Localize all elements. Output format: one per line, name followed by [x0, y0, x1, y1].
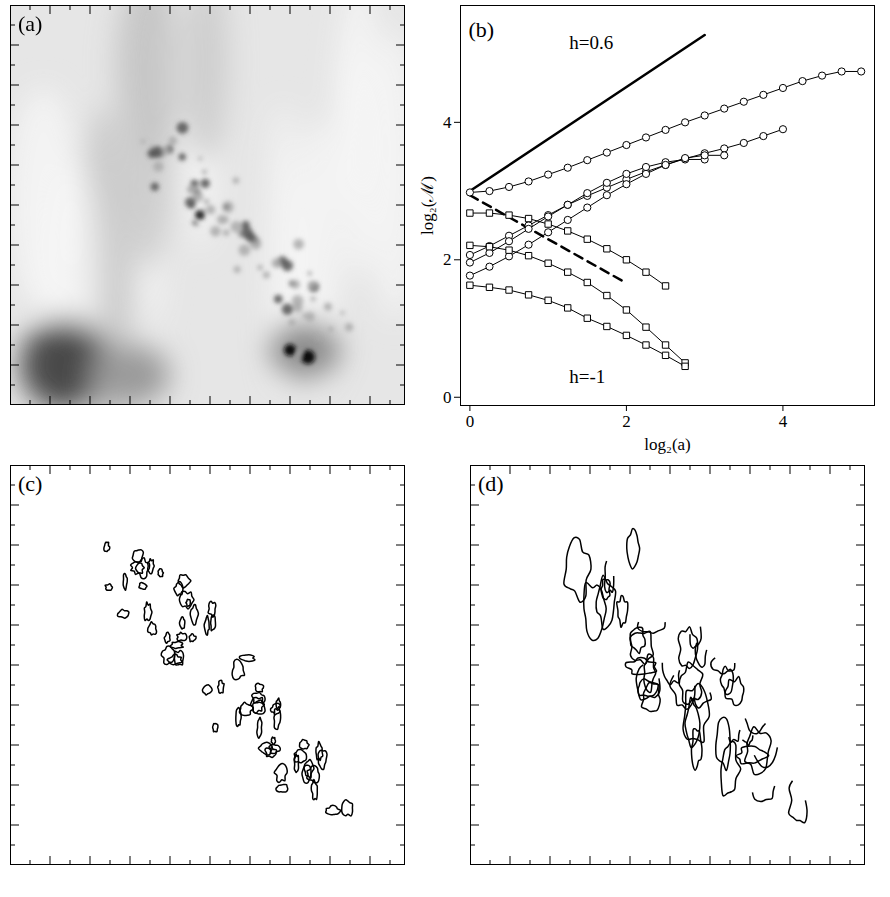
svg-text:4: 4 — [443, 113, 452, 132]
svg-text:h=0.6: h=0.6 — [569, 32, 613, 53]
svg-text:h=-1: h=-1 — [569, 366, 605, 387]
svg-text:0: 0 — [443, 388, 452, 407]
svg-text:(a): (a) — [18, 11, 42, 36]
svg-text:log₂(ℳ): log₂(ℳ) — [418, 176, 437, 235]
svg-text:(c): (c) — [18, 471, 42, 496]
svg-text:2: 2 — [622, 412, 631, 431]
svg-text:0: 0 — [466, 412, 475, 431]
svg-text:(b): (b) — [469, 17, 495, 42]
svg-text:2: 2 — [443, 250, 452, 269]
svg-text:4: 4 — [779, 412, 788, 431]
svg-text:log₂(a): log₂(a) — [644, 435, 691, 454]
svg-text:(d): (d) — [478, 471, 504, 496]
